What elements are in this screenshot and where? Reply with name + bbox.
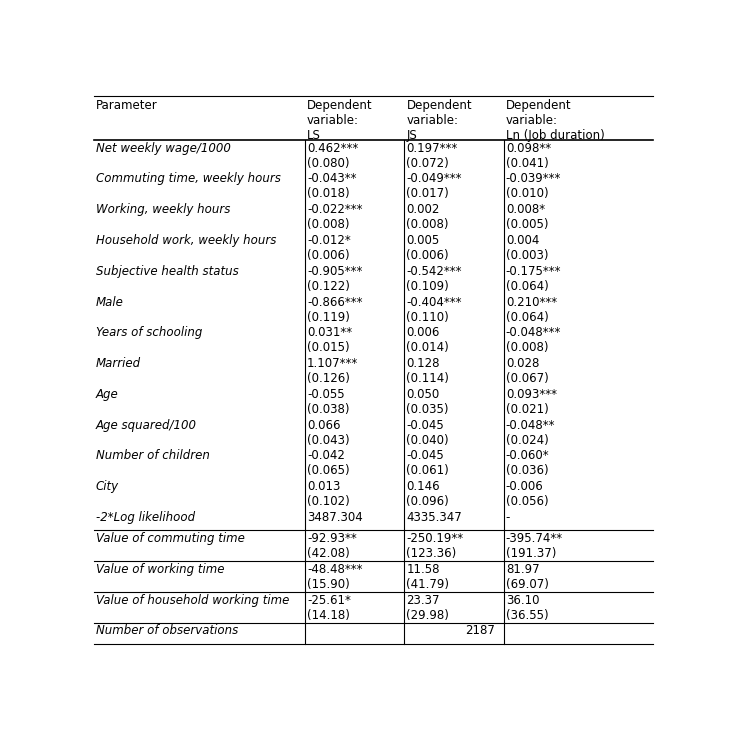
Text: -: - [506, 511, 510, 524]
Text: 0.002
(0.008): 0.002 (0.008) [406, 203, 449, 231]
Text: Male: Male [95, 295, 123, 309]
Text: 36.10
(36.55): 36.10 (36.55) [506, 594, 548, 622]
Text: 0.050
(0.035): 0.050 (0.035) [406, 388, 449, 416]
Text: -0.175***
(0.064): -0.175*** (0.064) [506, 265, 561, 292]
Text: -0.542***
(0.109): -0.542*** (0.109) [406, 265, 462, 292]
Text: -0.060*
(0.036): -0.060* (0.036) [506, 449, 550, 477]
Text: 0.462***
(0.080): 0.462*** (0.080) [307, 141, 358, 170]
Text: Number of children: Number of children [95, 449, 209, 463]
Text: 81.97
(69.07): 81.97 (69.07) [506, 563, 549, 591]
Text: 0.093***
(0.021): 0.093*** (0.021) [506, 388, 557, 416]
Text: 0.006
(0.014): 0.006 (0.014) [406, 326, 449, 354]
Text: -0.048**
(0.024): -0.048** (0.024) [506, 419, 555, 446]
Text: -0.048***
(0.008): -0.048*** (0.008) [506, 326, 561, 354]
Text: Net weekly wage/1000: Net weekly wage/1000 [95, 141, 230, 155]
Text: Household work, weekly hours: Household work, weekly hours [95, 234, 276, 247]
Text: 0.210***
(0.064): 0.210*** (0.064) [506, 295, 557, 323]
Text: -0.905***
(0.122): -0.905*** (0.122) [307, 265, 362, 292]
Text: 0.028
(0.067): 0.028 (0.067) [506, 357, 548, 385]
Text: 0.146
(0.096): 0.146 (0.096) [406, 480, 449, 508]
Text: 3487.304: 3487.304 [307, 511, 363, 524]
Text: 1.107***
(0.126): 1.107*** (0.126) [307, 357, 358, 385]
Text: Dependent
variable:
LS: Dependent variable: LS [307, 99, 373, 141]
Text: -0.055
(0.038): -0.055 (0.038) [307, 388, 349, 416]
Text: Commuting time, weekly hours: Commuting time, weekly hours [95, 172, 281, 185]
Text: 0.008*
(0.005): 0.008* (0.005) [506, 203, 548, 231]
Text: -0.045
(0.040): -0.045 (0.040) [406, 419, 449, 446]
Text: 0.128
(0.114): 0.128 (0.114) [406, 357, 449, 385]
Text: Subjective health status: Subjective health status [95, 265, 238, 278]
Text: -250.19**
(123.36): -250.19** (123.36) [406, 532, 464, 560]
Text: Number of observations: Number of observations [95, 625, 238, 638]
Text: City: City [95, 480, 119, 493]
Text: 0.005
(0.006): 0.005 (0.006) [406, 234, 449, 262]
Text: 0.013
(0.102): 0.013 (0.102) [307, 480, 350, 508]
Text: -0.012*
(0.006): -0.012* (0.006) [307, 234, 351, 262]
Text: Value of household working time: Value of household working time [95, 594, 289, 607]
Text: 0.098**
(0.041): 0.098** (0.041) [506, 141, 551, 170]
Text: Dependent
variable:
Ln (Job duration): Dependent variable: Ln (Job duration) [506, 99, 604, 141]
Text: -0.042
(0.065): -0.042 (0.065) [307, 449, 350, 477]
Text: -0.866***
(0.119): -0.866*** (0.119) [307, 295, 362, 323]
Text: 0.031**
(0.015): 0.031** (0.015) [307, 326, 352, 354]
Text: Value of commuting time: Value of commuting time [95, 532, 244, 545]
Text: -0.404***
(0.110): -0.404*** (0.110) [406, 295, 462, 323]
Text: -0.022***
(0.008): -0.022*** (0.008) [307, 203, 362, 231]
Text: Dependent
variable:
JS: Dependent variable: JS [406, 99, 472, 141]
Text: Age: Age [95, 388, 118, 401]
Text: -2*Log likelihood: -2*Log likelihood [95, 511, 195, 524]
Text: 4335.347: 4335.347 [406, 511, 462, 524]
Text: 23.37
(29.98): 23.37 (29.98) [406, 594, 449, 622]
Text: Age squared/100: Age squared/100 [95, 419, 197, 432]
Text: 2187: 2187 [465, 625, 495, 638]
Text: -25.61*
(14.18): -25.61* (14.18) [307, 594, 351, 622]
Text: 0.066
(0.043): 0.066 (0.043) [307, 419, 350, 446]
Text: Years of schooling: Years of schooling [95, 326, 202, 339]
Text: Parameter: Parameter [95, 99, 157, 111]
Text: -0.049***
(0.017): -0.049*** (0.017) [406, 172, 462, 201]
Text: Value of working time: Value of working time [95, 563, 224, 576]
Text: 0.004
(0.003): 0.004 (0.003) [506, 234, 548, 262]
Text: -92.93**
(42.08): -92.93** (42.08) [307, 532, 356, 560]
Text: -48.48***
(15.90): -48.48*** (15.90) [307, 563, 362, 591]
Text: 11.58
(41.79): 11.58 (41.79) [406, 563, 449, 591]
Text: -0.045
(0.061): -0.045 (0.061) [406, 449, 449, 477]
Text: -0.043**
(0.018): -0.043** (0.018) [307, 172, 356, 201]
Text: Married: Married [95, 357, 141, 370]
Text: Working, weekly hours: Working, weekly hours [95, 203, 230, 216]
Text: -395.74**
(191.37): -395.74** (191.37) [506, 532, 563, 560]
Text: -0.006
(0.056): -0.006 (0.056) [506, 480, 548, 508]
Text: 0.197***
(0.072): 0.197*** (0.072) [406, 141, 458, 170]
Text: -0.039***
(0.010): -0.039*** (0.010) [506, 172, 561, 201]
